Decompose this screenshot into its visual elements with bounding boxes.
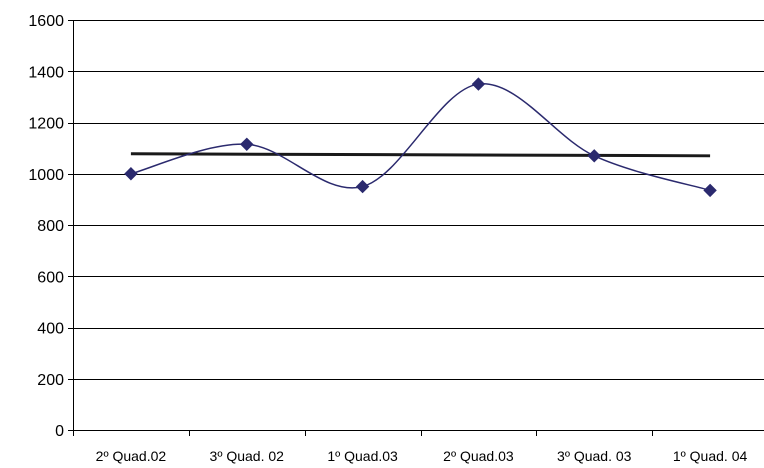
x-tick-label-2: 1º Quad.03: [327, 448, 398, 464]
y-tick-label-800: 800: [37, 218, 64, 235]
y-tick-label-600: 600: [37, 269, 64, 286]
y-tick-label-1400: 1400: [28, 64, 64, 81]
x-tick-label-3: 2º Quad.03: [443, 448, 514, 464]
x-tick-label-4: 3º Quad. 03: [557, 448, 632, 464]
axes: [68, 20, 764, 436]
data-point-4: [587, 149, 601, 163]
x-tick-label-0: 2º Quad.02: [96, 448, 167, 464]
trendline-layer: [130, 152, 711, 158]
data-point-2: [355, 179, 370, 194]
trendline: [130, 152, 711, 158]
y-tick-label-200: 200: [37, 372, 64, 389]
gridlines: [73, 20, 764, 380]
data-point-5: [703, 183, 717, 198]
y-tick-label-1200: 1200: [28, 116, 64, 133]
y-axis-tick-labels: 0 200 400 600 800 1000 1200 1400 1600: [28, 13, 64, 440]
series-layer: [124, 77, 717, 198]
y-tick-label-1600: 1600: [28, 13, 64, 30]
data-point-3: [471, 77, 486, 91]
x-axis-tick-labels: 2º Quad.02 3º Quad. 02 1º Quad.03 2º Quad.0…: [96, 448, 748, 464]
data-point-1: [240, 137, 254, 151]
x-tick-label-5: 1º Quad. 04: [673, 448, 748, 464]
y-tick-label-0: 0: [55, 423, 64, 440]
data-point-0: [124, 167, 138, 181]
series-line-0: [130, 83, 711, 192]
y-tick-label-400: 400: [37, 321, 64, 338]
y-tick-label-1000: 1000: [28, 167, 64, 184]
x-tick-label-1: 3º Quad. 02: [210, 448, 285, 464]
